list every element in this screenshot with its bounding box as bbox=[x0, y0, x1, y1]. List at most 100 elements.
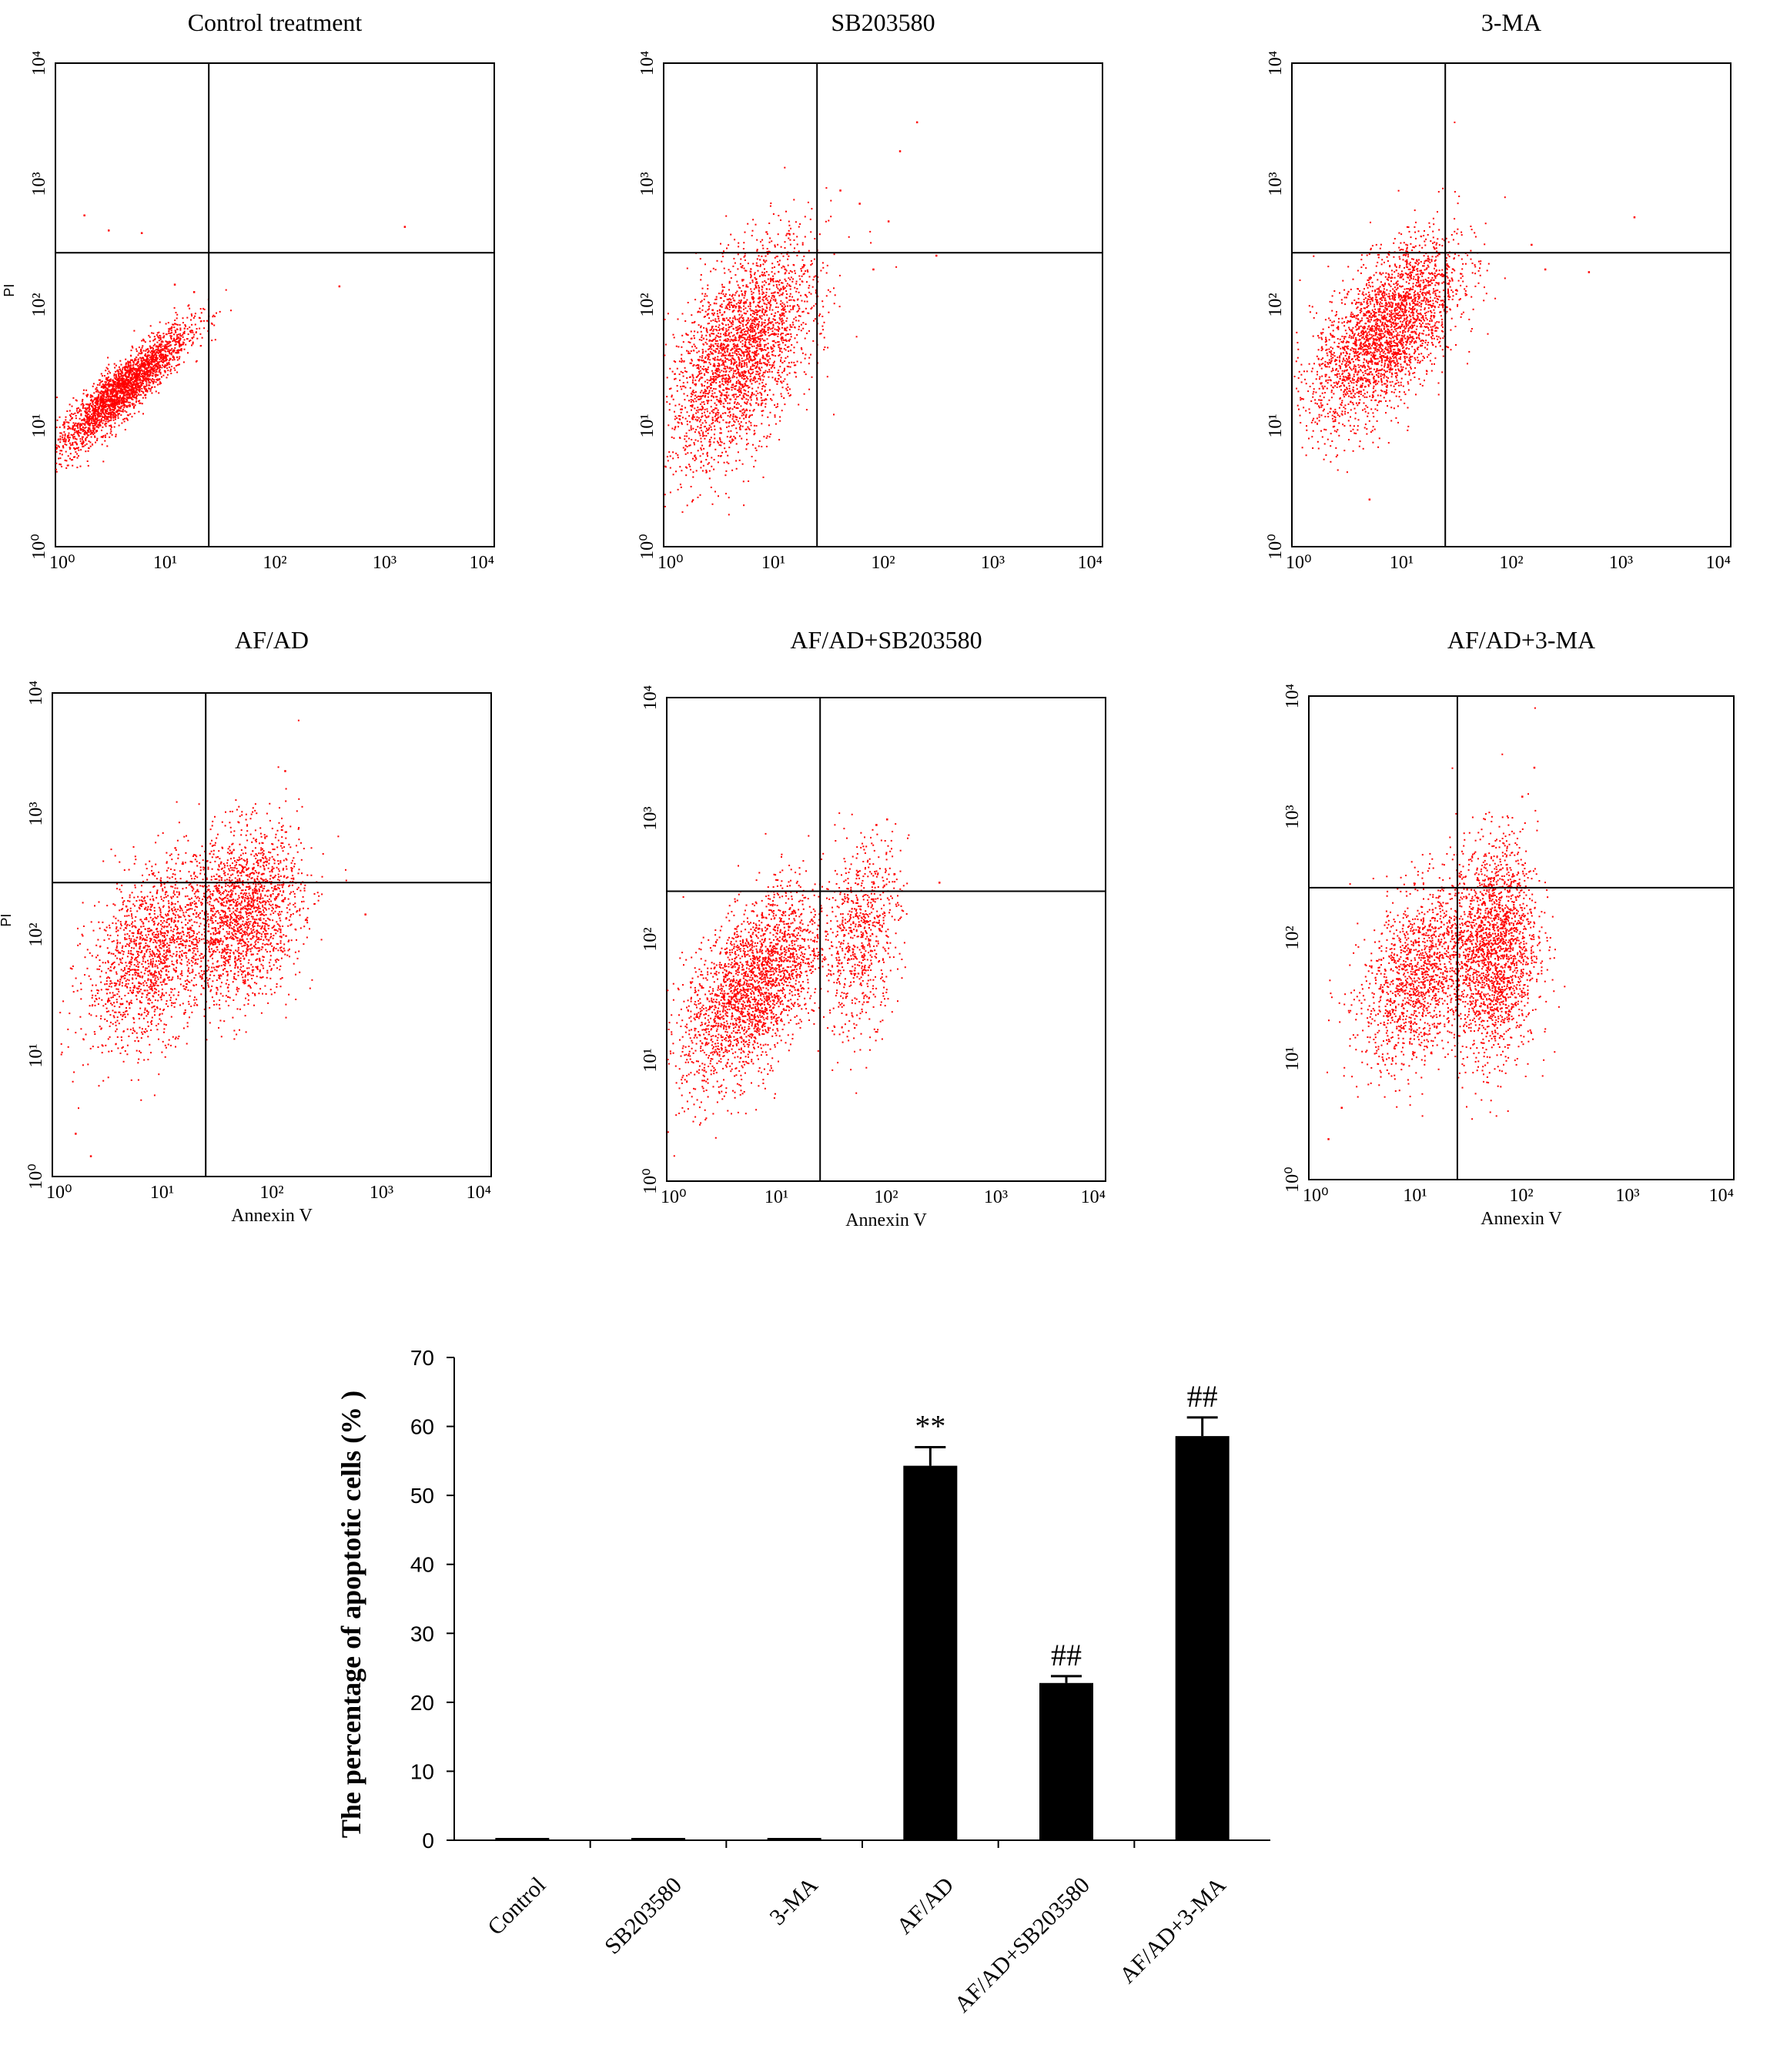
data-point bbox=[737, 310, 739, 313]
data-point bbox=[64, 433, 66, 435]
data-point bbox=[773, 296, 775, 299]
data-point bbox=[718, 316, 720, 318]
data-point bbox=[152, 352, 154, 354]
data-point bbox=[747, 352, 749, 354]
data-point bbox=[740, 266, 742, 268]
data-point bbox=[700, 427, 702, 429]
data-point bbox=[109, 395, 111, 397]
data-point bbox=[712, 330, 714, 332]
data-point bbox=[164, 370, 166, 372]
data-point bbox=[97, 424, 99, 427]
data-point bbox=[167, 350, 169, 353]
data-point bbox=[68, 432, 70, 434]
data-point bbox=[110, 383, 112, 386]
data-point bbox=[771, 240, 773, 243]
data-point bbox=[735, 361, 738, 363]
data-point bbox=[691, 360, 693, 362]
data-point bbox=[747, 378, 749, 380]
data-point bbox=[795, 280, 798, 283]
data-point bbox=[192, 343, 194, 345]
data-point bbox=[707, 368, 709, 370]
data-point bbox=[772, 323, 775, 326]
data-point bbox=[126, 414, 129, 417]
data-point bbox=[119, 386, 122, 388]
data-point bbox=[199, 317, 201, 320]
data-point bbox=[724, 347, 727, 350]
data-point bbox=[711, 310, 714, 312]
data-point bbox=[145, 350, 147, 352]
data-point bbox=[69, 439, 70, 441]
data-point bbox=[103, 375, 105, 377]
data-point bbox=[168, 351, 170, 353]
data-point bbox=[721, 303, 723, 306]
data-point bbox=[728, 422, 730, 424]
data-point bbox=[777, 233, 779, 236]
data-point bbox=[765, 303, 768, 306]
data-point bbox=[749, 397, 751, 399]
data-point bbox=[106, 417, 109, 420]
data-point bbox=[95, 430, 98, 432]
data-point bbox=[75, 431, 78, 433]
data-point bbox=[788, 233, 790, 235]
data-point bbox=[72, 422, 75, 424]
data-point bbox=[182, 361, 185, 363]
data-point bbox=[727, 367, 728, 369]
data-point bbox=[110, 400, 112, 402]
data-point bbox=[76, 423, 79, 425]
data-point bbox=[725, 358, 728, 360]
data-point bbox=[109, 420, 110, 422]
data-point bbox=[91, 394, 93, 397]
data-point bbox=[88, 423, 90, 425]
data-point bbox=[748, 305, 750, 307]
data-point bbox=[800, 323, 802, 326]
data-point bbox=[755, 286, 757, 288]
data-point bbox=[176, 371, 179, 373]
data-point bbox=[717, 376, 719, 378]
data-point bbox=[744, 259, 746, 261]
data-point bbox=[65, 460, 68, 462]
data-point bbox=[728, 408, 731, 410]
data-point bbox=[771, 330, 774, 333]
data-point bbox=[142, 392, 145, 394]
data-point bbox=[694, 383, 696, 386]
data-point bbox=[90, 400, 92, 402]
data-point bbox=[741, 360, 743, 362]
data-point bbox=[791, 271, 793, 273]
data-point bbox=[784, 241, 786, 243]
data-point bbox=[772, 326, 775, 329]
data-point bbox=[102, 393, 105, 395]
x-tick-label: 10³ bbox=[373, 553, 396, 573]
data-point bbox=[684, 438, 686, 440]
data-point bbox=[745, 448, 748, 450]
data-point bbox=[115, 364, 117, 367]
data-point bbox=[728, 430, 730, 433]
data-point bbox=[697, 426, 699, 428]
data-point bbox=[161, 376, 162, 378]
data-point bbox=[712, 345, 714, 347]
data-point bbox=[702, 433, 704, 435]
data-point bbox=[773, 295, 775, 297]
data-point bbox=[824, 346, 826, 348]
data-point bbox=[781, 336, 784, 338]
data-point bbox=[751, 392, 753, 393]
data-point bbox=[150, 356, 152, 358]
data-point bbox=[731, 357, 734, 360]
data-point bbox=[176, 364, 179, 367]
data-point bbox=[855, 336, 858, 338]
data-point bbox=[766, 435, 768, 437]
data-point bbox=[750, 422, 752, 424]
data-point bbox=[144, 386, 146, 388]
data-point bbox=[92, 407, 94, 409]
data-point bbox=[699, 427, 701, 429]
data-point bbox=[694, 337, 695, 340]
data-point bbox=[146, 358, 149, 360]
data-point bbox=[125, 406, 128, 408]
data-point bbox=[766, 233, 768, 235]
data-point bbox=[114, 415, 115, 417]
data-point bbox=[780, 393, 782, 395]
data-point bbox=[750, 399, 752, 401]
data-point bbox=[751, 335, 754, 337]
data-point bbox=[140, 375, 142, 377]
data-point bbox=[791, 321, 794, 323]
data-point bbox=[699, 356, 701, 358]
